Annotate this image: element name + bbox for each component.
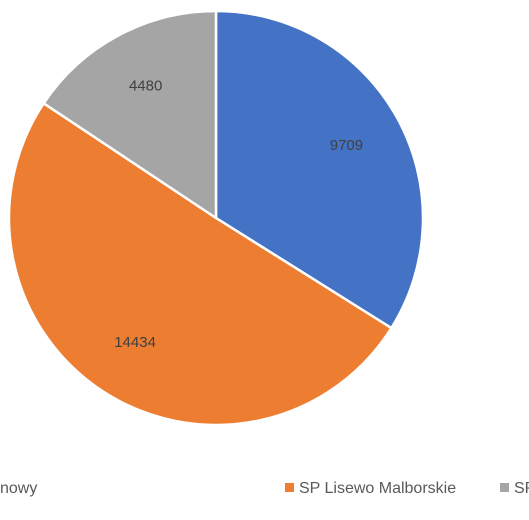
pie-slice (41, 9, 218, 221)
legend-swatch (500, 483, 509, 492)
pie-slice (7, 101, 394, 427)
data-label: 14434 (114, 334, 156, 351)
legend-label: SP Lisewo Malborskie (299, 480, 456, 497)
pie-slice (214, 9, 425, 330)
data-label: 4480 (129, 78, 162, 95)
legend-swatch (285, 483, 294, 492)
legend-label: SP Szymankowo (514, 480, 529, 497)
data-label: 9709 (330, 137, 363, 154)
legend-label: nowy (0, 480, 37, 497)
